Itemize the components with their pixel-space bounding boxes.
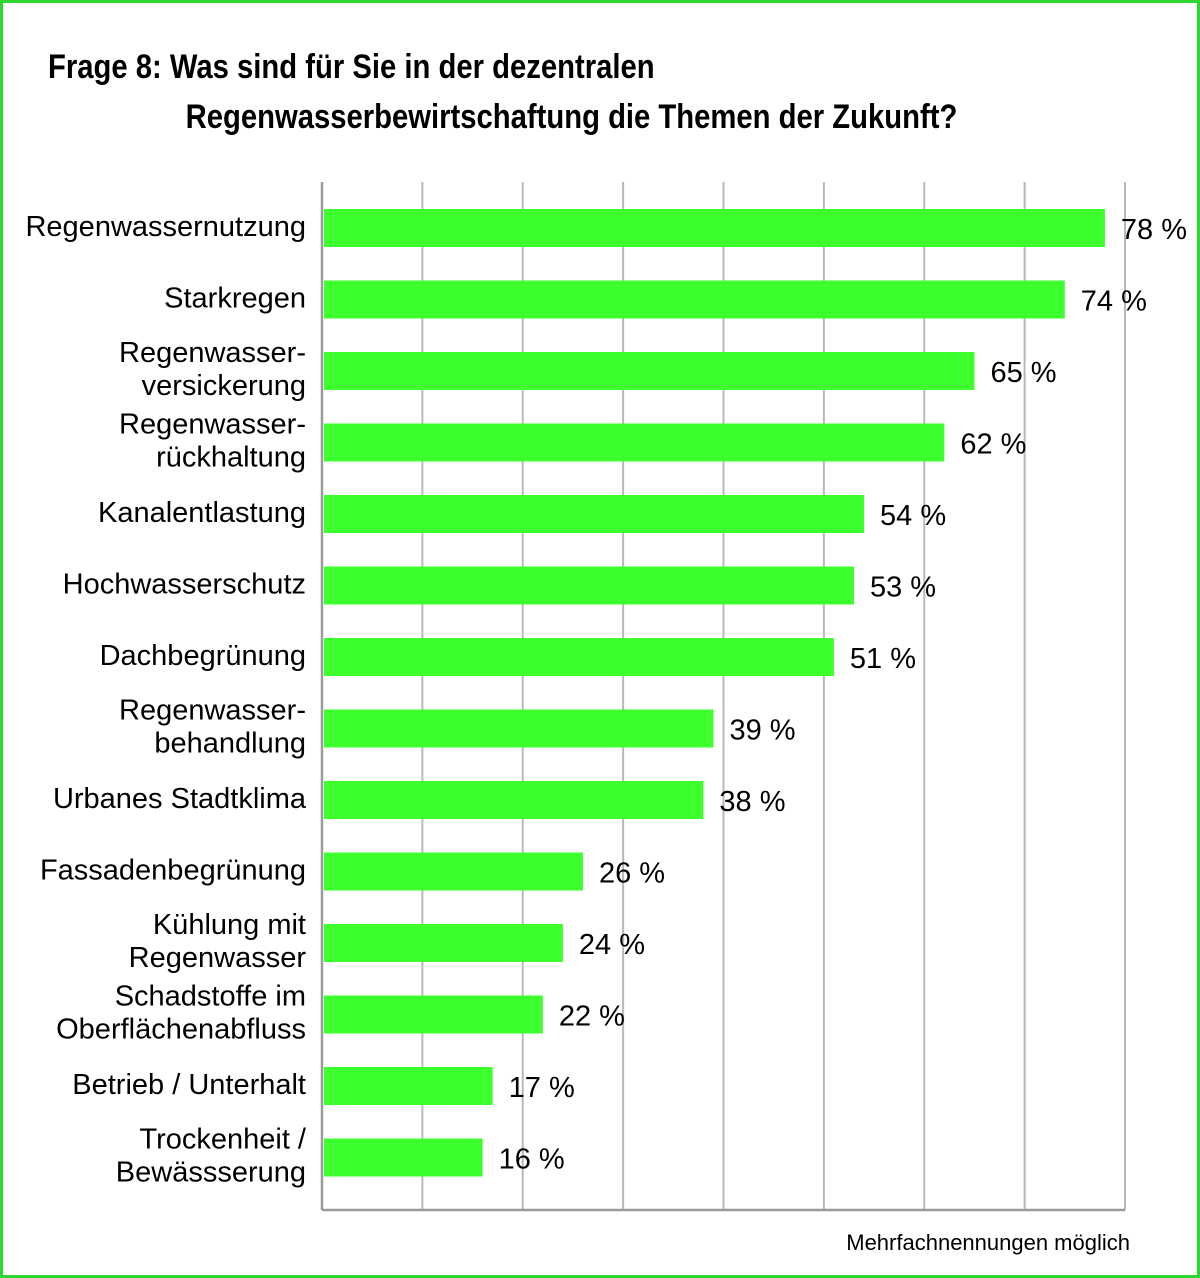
category-label-line: versickerung [142,370,306,402]
value-label: 16 % [499,1144,565,1176]
bar [324,852,583,891]
bar [324,423,945,462]
chart-title-line-2: Regenwasserbewirtschaftung die Themen de… [185,98,958,136]
chart-title-line-1: Frage 8: Was sind für Sie in der dezentr… [48,48,655,86]
category-label-line: Trockenheit / [139,1124,306,1156]
bar [324,1067,493,1105]
value-label: 65 % [990,357,1056,389]
category-label: Regenwassernutzung [25,211,306,243]
footnote: Mehrfachnennungen möglich [846,1230,1130,1255]
value-label: 26 % [599,858,665,890]
value-label: 53 % [870,572,936,604]
bar [324,709,714,748]
category-label: Kanalentlastung [98,497,306,529]
bar [324,924,563,962]
bar [324,495,865,533]
value-label: 74 % [1081,286,1147,318]
value-label: 38 % [719,786,785,818]
category-label: Regenwasser-versickerung [119,337,306,402]
value-label: 39 % [729,715,795,747]
category-label: Regenwasser-rückhaltung [119,409,306,474]
bar [324,1138,483,1177]
chart-title: Frage 8: Was sind für Sie in der dezentr… [48,42,957,142]
category-label-line: Schadstoffe im [115,981,306,1013]
category-label-line: behandlung [154,728,306,760]
bar [324,352,975,390]
category-label: Urbanes Stadtklima [53,783,307,815]
category-label-line: Oberflächenabfluss [56,1014,306,1046]
category-label: Starkregen [164,283,306,315]
bar [324,209,1105,247]
bar [324,280,1065,319]
category-label: Schadstoffe im Oberflächenabfluss [56,981,306,1046]
value-label: 22 % [559,1001,625,1033]
category-label-line: Regenwasser- [119,337,306,369]
category-label: Trockenheit / Bewässserung [116,1124,307,1189]
category-label-line: rückhaltung [156,442,306,474]
category-label: Hochwasserschutz [63,569,306,601]
category-label: Dachbegrünung [100,640,306,672]
bar [324,638,834,676]
category-label-line: Regenwasser- [119,409,306,441]
bar [324,566,854,605]
category-label-line: Regenwasser- [119,695,306,727]
value-label: 17 % [509,1072,575,1104]
category-label: Fassadenbegrünung [40,855,306,887]
category-label-line: Kühlung mit [153,909,306,941]
value-label: 51 % [850,643,916,675]
bar [324,781,704,819]
category-label: Betrieb / Unterhalt [72,1069,306,1101]
category-label: Kühlung mit Regenwasser [129,909,307,974]
value-label: 54 % [880,500,946,532]
bar [324,995,543,1034]
value-label: 78 % [1121,214,1187,246]
value-label: 24 % [579,929,645,961]
category-label-line: Bewässserung [116,1157,306,1189]
category-label: Regenwasser-behandlung [119,695,306,760]
category-label-line: Regenwasser [129,942,307,974]
value-label: 62 % [960,429,1026,461]
